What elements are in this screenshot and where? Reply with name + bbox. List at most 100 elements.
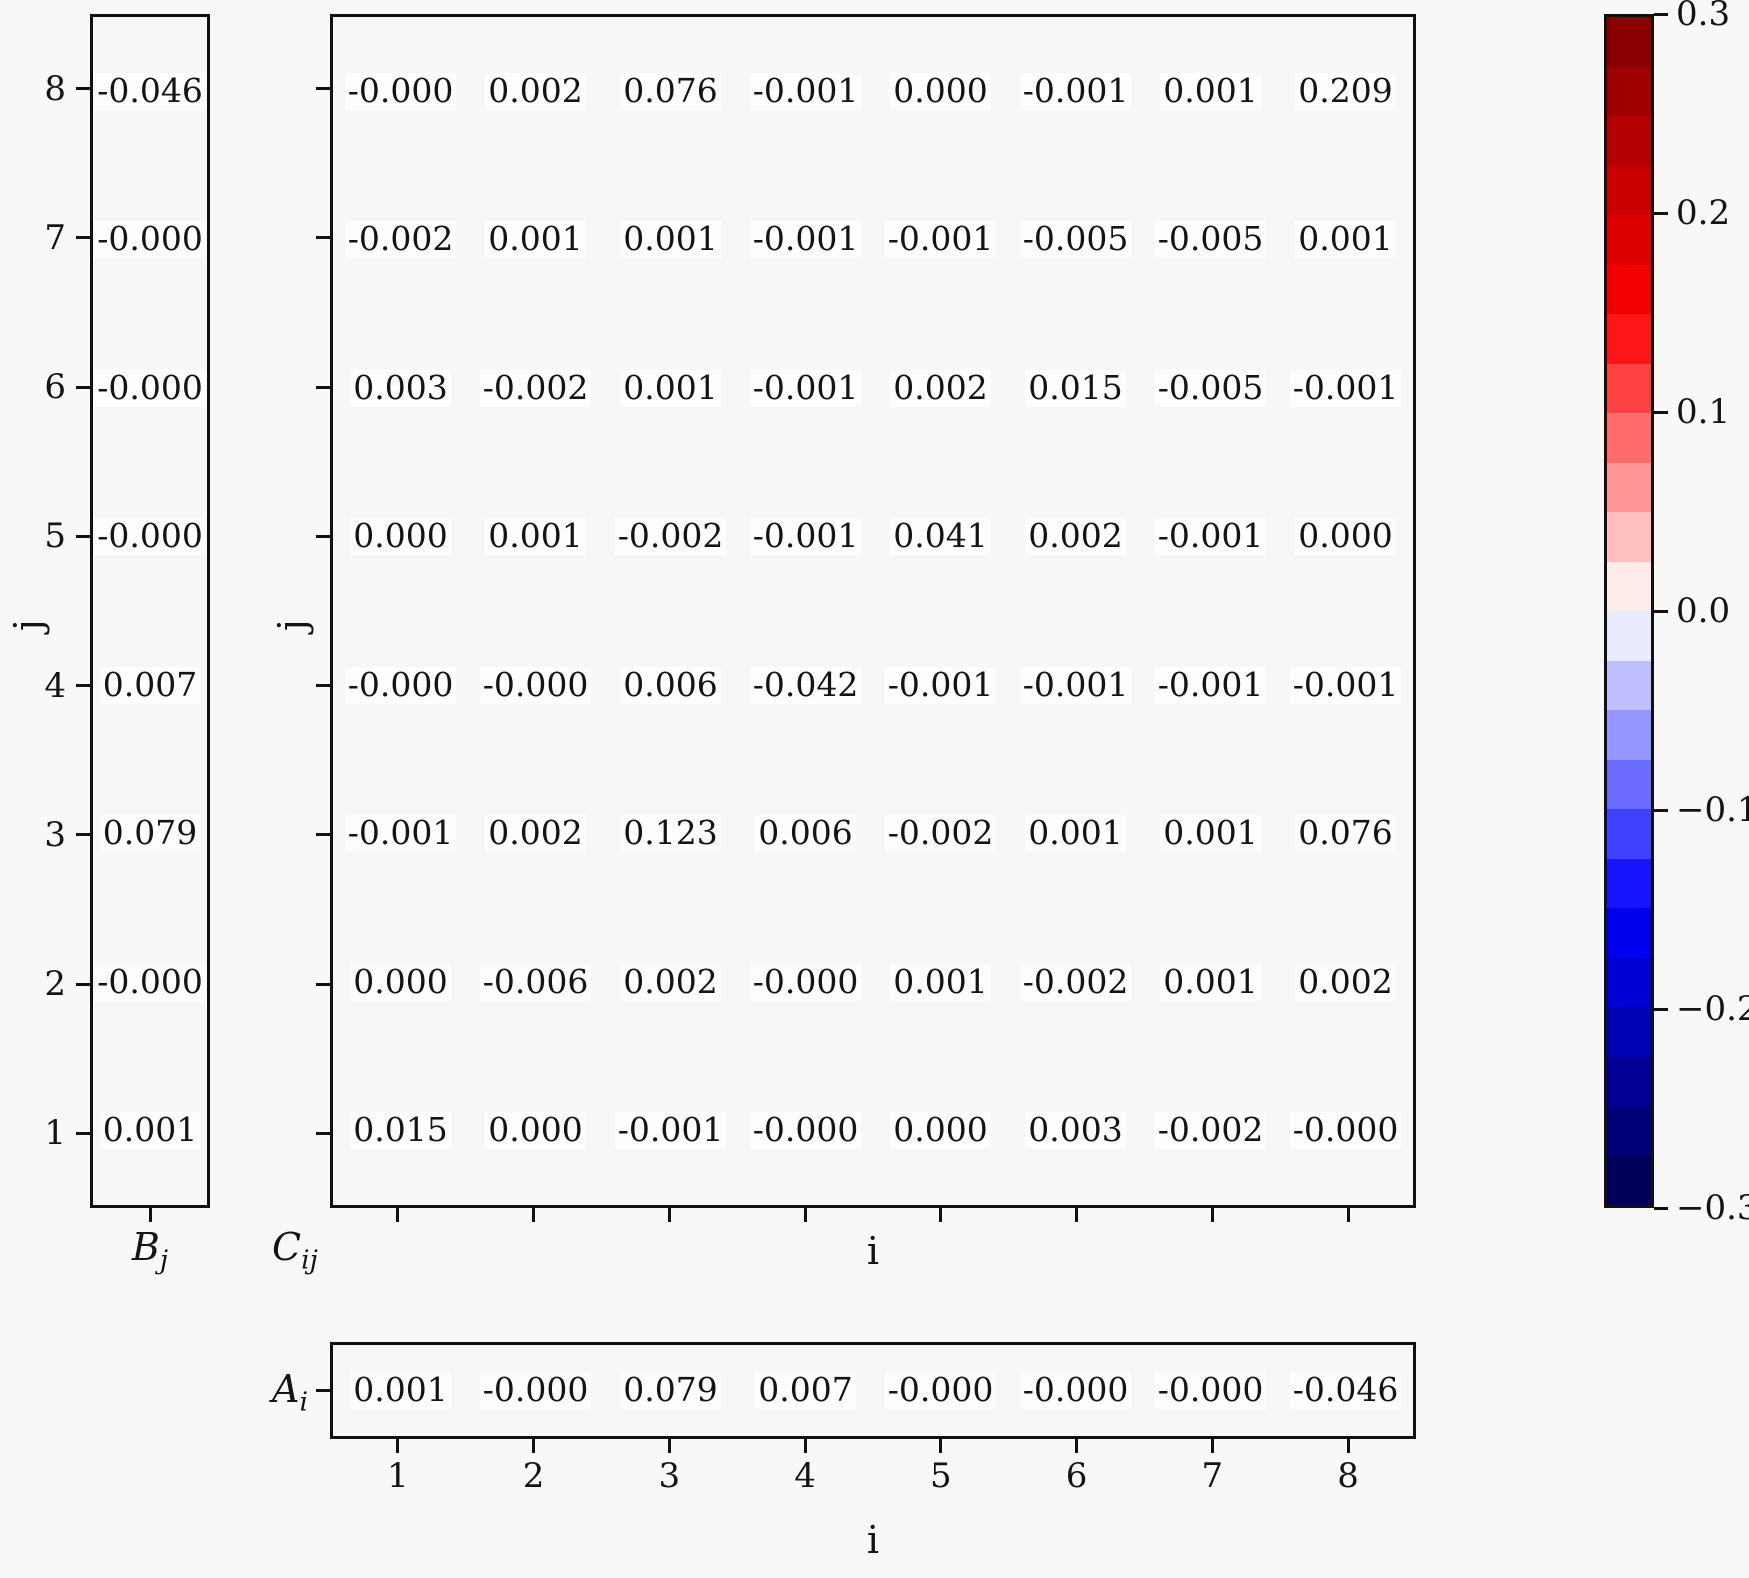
a-panel-value: 0.079: [620, 1371, 721, 1409]
matrix-cell-value: -0.002: [1154, 1111, 1267, 1150]
matrix-x-tick-mark: [396, 1208, 400, 1222]
y-tick-mark: [76, 534, 90, 538]
matrix-cell: -0.001: [1278, 611, 1413, 760]
y-tick-mark: [76, 87, 90, 91]
matrix-x-tick-mark: [1075, 1208, 1079, 1222]
matrix-cell: 0.000: [468, 1057, 603, 1206]
a-x-tick-mark: [939, 1439, 943, 1453]
y-tick-mark: [76, 236, 90, 240]
matrix-cell: -0.000: [1278, 1057, 1413, 1206]
matrix-cell-value: 0.000: [890, 72, 991, 110]
matrix-cell-value: 0.006: [755, 814, 856, 853]
colorbar-band: [1607, 116, 1651, 166]
colorbar-tick-label: 0.0: [1676, 591, 1731, 631]
a-vector-panel: 0.001 -0.000 0.079 0.007 -0.000 -0.000 -0.000-…: [330, 1342, 1416, 1439]
colorbar-band: [1607, 858, 1651, 908]
a-y-tick-mark: [316, 1389, 330, 1392]
colorbar-tick-mark: [1654, 609, 1668, 613]
matrix-cell: -0.042: [738, 611, 873, 760]
matrix-cell: -0.001: [873, 166, 1008, 315]
matrix-cell: 0.002: [603, 908, 738, 1057]
a-panel-cell: 0.001: [333, 1345, 468, 1436]
matrix-cell-value: 0.002: [620, 963, 721, 1001]
b-panel-value: -0.000: [94, 369, 206, 407]
colorbar-tick-mark: [1654, 1007, 1668, 1011]
a-x-tick-label: 3: [658, 1456, 681, 1496]
matrix-x-tick-mark: [667, 1208, 671, 1222]
matrix-cell: 0.003: [333, 314, 468, 463]
matrix-cell-value: 0.002: [890, 369, 991, 407]
matrix-cell-value: -0.000: [749, 1111, 862, 1150]
matrix-cell: -0.002: [1143, 1057, 1278, 1206]
matrix-cell-value: -0.001: [884, 220, 997, 259]
matrix-cell: -0.000: [468, 611, 603, 760]
matrix-x-tick-mark: [803, 1208, 807, 1222]
colorbar-tick-mark: [1654, 211, 1668, 215]
b-panel-value: 0.001: [99, 1111, 201, 1150]
matrix-cell: 0.001: [1143, 908, 1278, 1057]
b-vector-panel: -0.046 -0.000 -0.000 -0.000 0.007 0.079 -0.000…: [90, 14, 210, 1208]
matrix-cell: -0.001: [1008, 611, 1143, 760]
b-panel-value: -0.000: [94, 220, 206, 259]
colorbar-band: [1607, 363, 1651, 413]
a-panel-value: -0.000: [479, 1371, 592, 1409]
matrix-cell-value: -0.001: [749, 72, 862, 110]
y-tick-label: 4: [44, 665, 66, 706]
matrix-cell-value: -0.001: [1019, 72, 1132, 110]
matrix-cell-value: -0.001: [344, 814, 457, 853]
matrix-cell-value: 0.003: [350, 369, 451, 407]
matrix-cell: -0.002: [873, 760, 1008, 909]
matrix-cell-value: 0.000: [350, 963, 451, 1001]
colorbar-band: [1607, 908, 1651, 958]
matrix-cell-value: -0.006: [479, 963, 592, 1001]
matrix-cell: -0.002: [1008, 908, 1143, 1057]
colorbar-band: [1607, 809, 1651, 859]
matrix-cell: -0.000: [738, 908, 873, 1057]
a-x-tick-mark: [396, 1439, 400, 1453]
a-panel-value: 0.001: [350, 1371, 451, 1409]
colorbar: [1604, 14, 1654, 1208]
y-tick-mark: [76, 385, 90, 389]
y-tick-mark: [76, 982, 90, 986]
y-tick-label: 8: [44, 68, 66, 109]
matrix-x-tick-mark: [532, 1208, 536, 1222]
matrix-cell: 0.002: [468, 760, 603, 909]
colorbar-band: [1607, 264, 1651, 314]
matrix-x-tick-mark: [1210, 1208, 1214, 1222]
y-tick-label: 7: [44, 217, 66, 258]
matrix-cell: -0.002: [333, 166, 468, 315]
b-panel-value: -0.000: [94, 963, 206, 1001]
colorbar-tick-label: 0.3: [1676, 0, 1731, 34]
matrix-cell-value: -0.001: [1289, 666, 1402, 704]
matrix-cell: 0.001: [468, 463, 603, 612]
colorbar-tick-label: 0.2: [1676, 193, 1731, 233]
matrix-cell: 0.001: [1143, 17, 1278, 166]
matrix-y-tick-mark: [316, 87, 330, 91]
matrix-cell-value: -0.001: [614, 1111, 727, 1150]
matrix-cell-value: 0.002: [1025, 517, 1126, 556]
matrix-cell: -0.005: [1143, 314, 1278, 463]
matrix-cell: 0.001: [1143, 760, 1278, 909]
b-panel-cell: -0.046: [93, 17, 207, 166]
matrix-cell-value: -0.001: [1154, 517, 1267, 556]
c-panel-title: Cij: [272, 1224, 362, 1273]
matrix-cell: 0.123: [603, 760, 738, 909]
matrix-cell-value: 0.001: [1160, 72, 1261, 110]
colorbar-band: [1607, 1155, 1651, 1205]
matrix-cell: 0.000: [873, 1057, 1008, 1206]
matrix-cell: 0.001: [603, 166, 738, 315]
matrix-cell: 0.000: [1278, 463, 1413, 612]
matrix-cell: -0.000: [738, 1057, 873, 1206]
a-panel-value: -0.000: [1154, 1371, 1267, 1409]
a-x-tick-mark: [1210, 1439, 1214, 1453]
matrix-cell-value: 0.001: [485, 517, 586, 556]
y-tick-mark: [76, 684, 90, 688]
a-x-tick-label: 8: [1337, 1456, 1359, 1496]
matrix-cell-value: -0.042: [749, 666, 862, 704]
matrix-cell: 0.001: [1008, 760, 1143, 909]
b-panel-cell: 0.001: [93, 1057, 207, 1206]
matrix-cell-value: -0.002: [479, 369, 592, 407]
matrix-cell-value: 0.001: [1160, 814, 1261, 853]
matrix-cell-value: 0.002: [485, 814, 586, 853]
matrix-cell-value: -0.005: [1154, 220, 1267, 259]
